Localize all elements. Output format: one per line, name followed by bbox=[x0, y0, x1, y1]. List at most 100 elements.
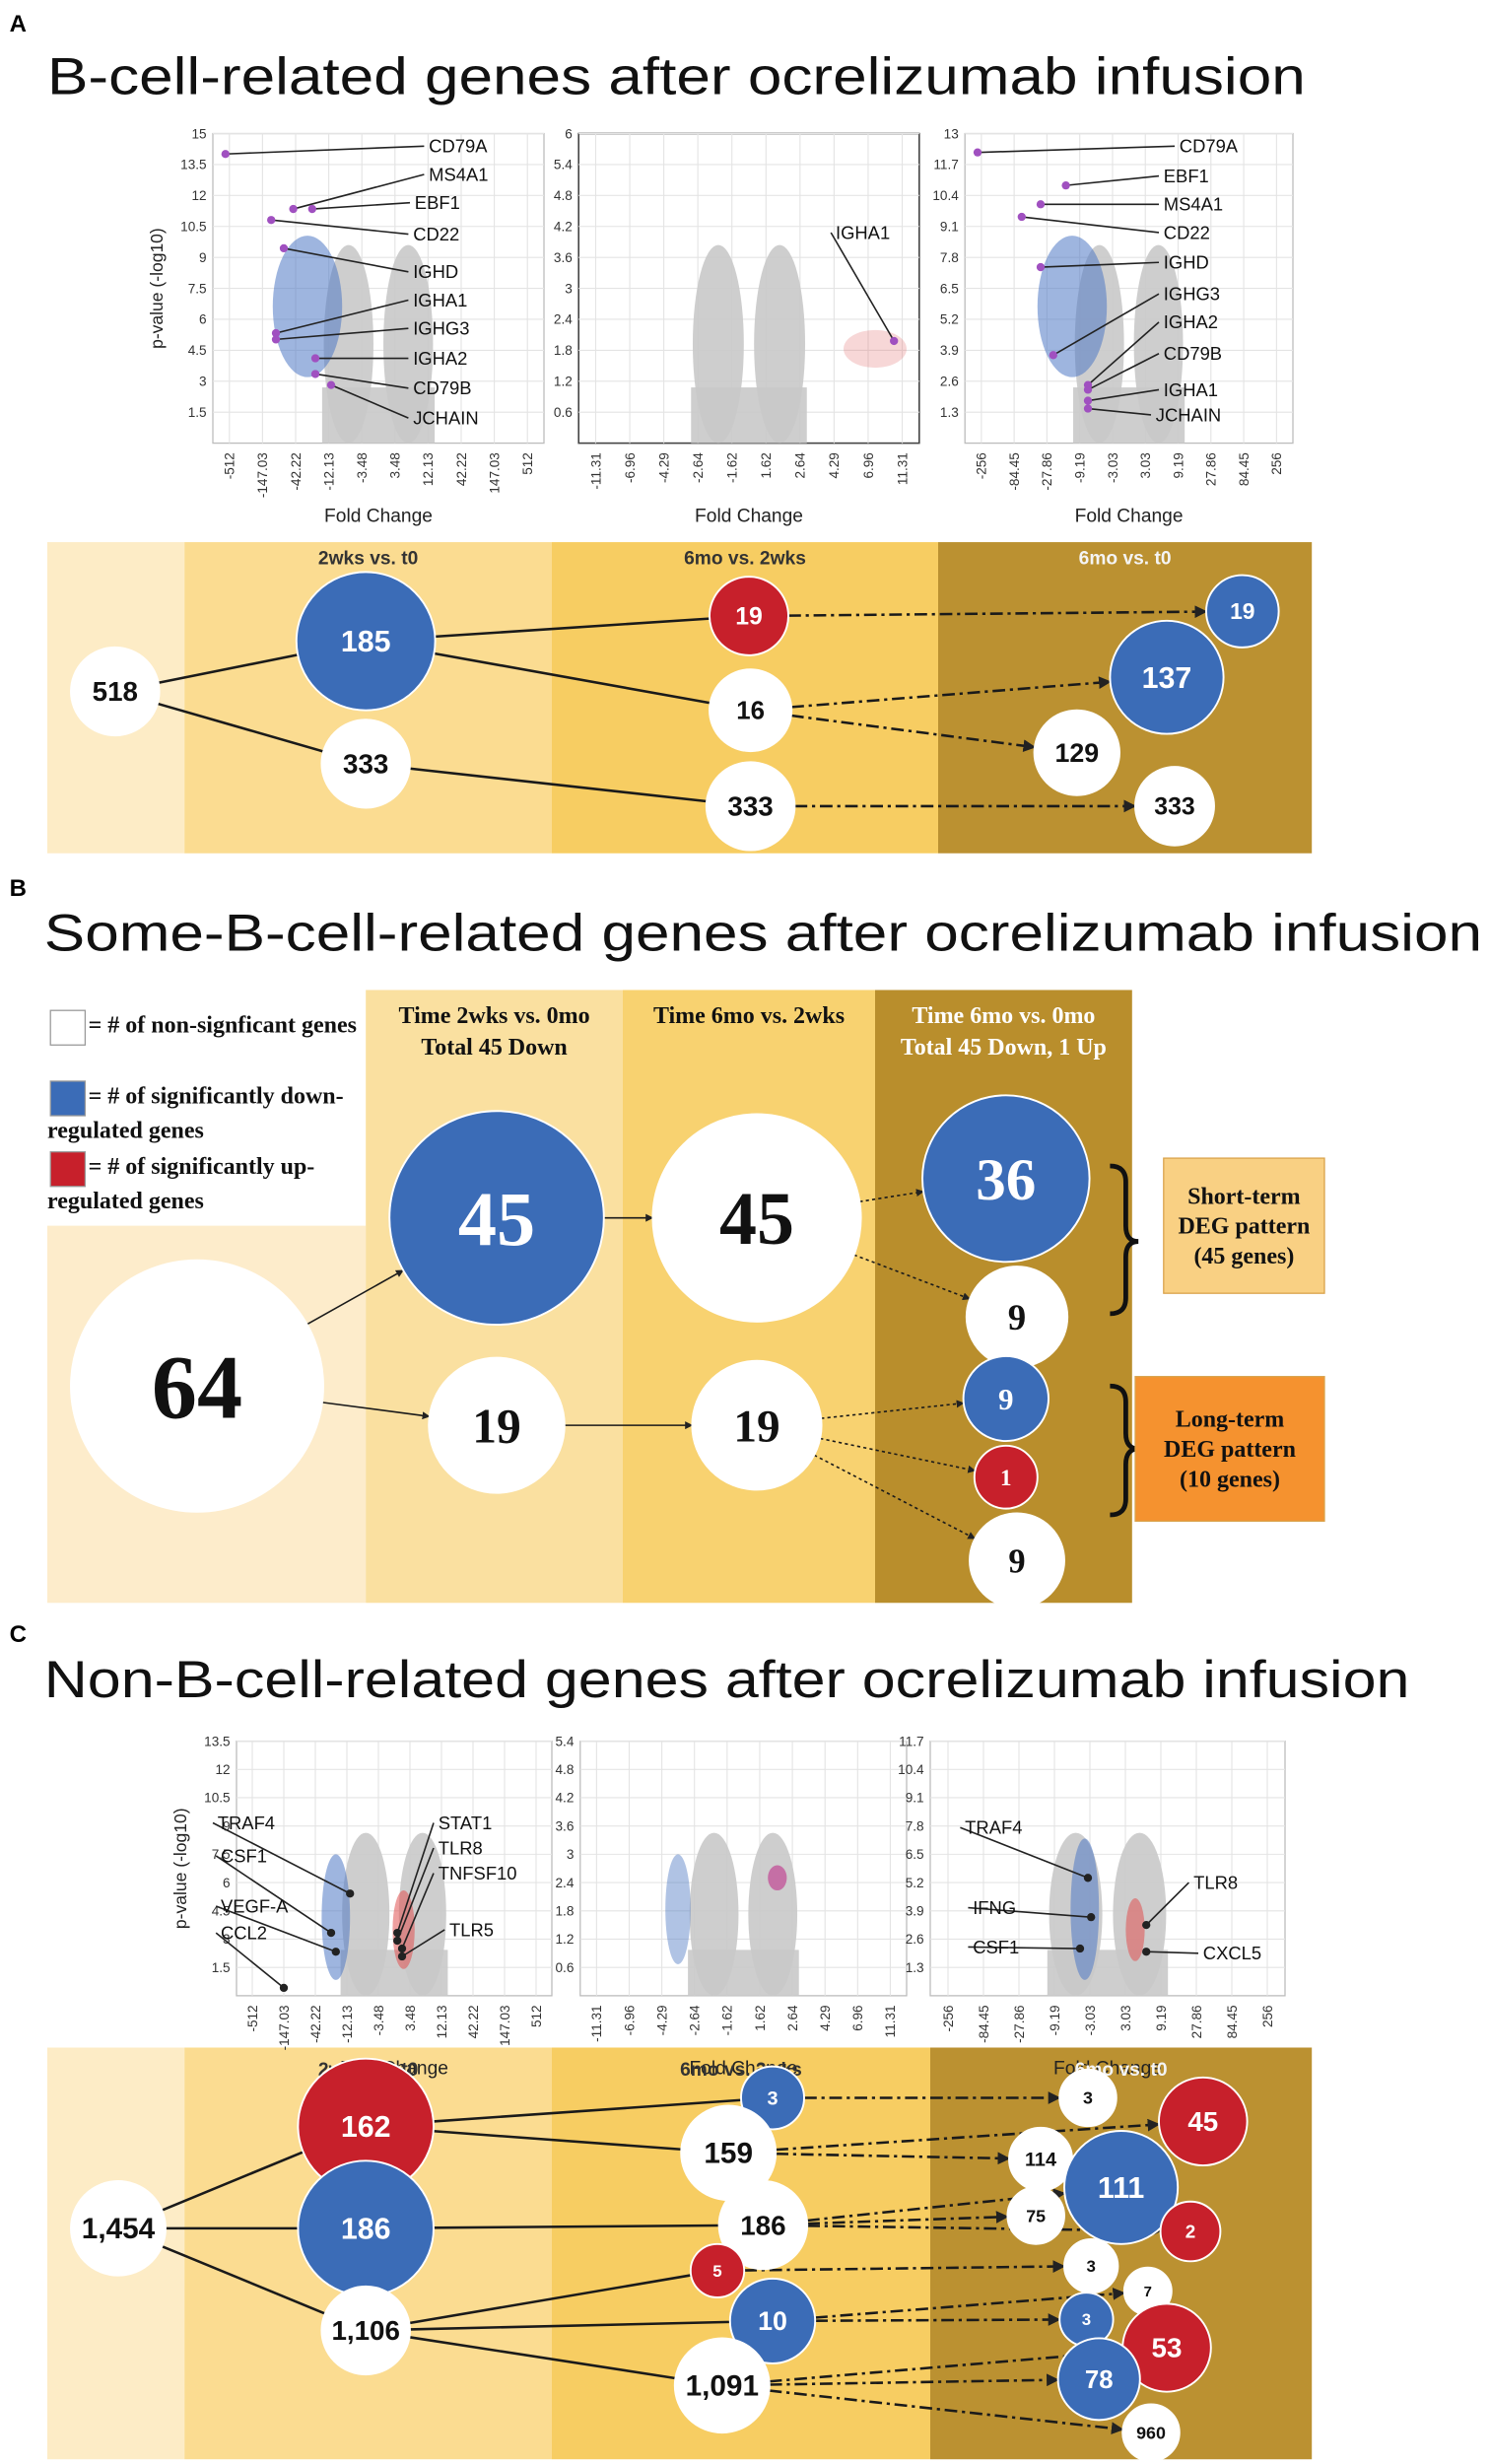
y-tick-label: 2.4 bbox=[556, 1876, 575, 1890]
gene-leader bbox=[1040, 261, 1160, 268]
y-tick-label: 7.8 bbox=[906, 1818, 924, 1833]
x-tick-label: 3.03 bbox=[1138, 452, 1153, 478]
x-tick-label: 11.31 bbox=[883, 2005, 898, 2037]
flow-edge bbox=[813, 1454, 977, 1540]
gene-point bbox=[326, 380, 336, 389]
flow-edge bbox=[859, 1189, 924, 1202]
flow-header: 6mo vs. t0 bbox=[1079, 548, 1172, 569]
flow-node bbox=[705, 761, 796, 852]
x-tick-label: -3.48 bbox=[372, 2005, 386, 2035]
gene-label: STAT1 bbox=[439, 1813, 493, 1833]
x-tick-label: 6.96 bbox=[850, 2005, 865, 2030]
gene-label: IGHG3 bbox=[413, 318, 469, 339]
gene-leader bbox=[830, 232, 895, 342]
point-cluster bbox=[844, 329, 907, 369]
y-tick-label: 12 bbox=[191, 188, 206, 203]
point-cloud bbox=[340, 1950, 448, 1996]
y-tick-label: 4.5 bbox=[188, 343, 207, 358]
gene-point bbox=[1083, 1874, 1093, 1882]
y-tick-label: 6 bbox=[223, 1876, 231, 1890]
gene-point bbox=[1142, 1948, 1151, 1956]
gene-point bbox=[1142, 1920, 1151, 1930]
y-tick-label: 0.6 bbox=[554, 405, 573, 420]
gene-label: CXCL5 bbox=[1203, 1943, 1261, 1963]
y-tick-label: 13.5 bbox=[204, 1734, 230, 1748]
flow-node bbox=[717, 2180, 809, 2271]
gene-point bbox=[890, 336, 899, 346]
flow-node bbox=[1058, 2068, 1118, 2128]
y-tick-label: 2.4 bbox=[554, 312, 573, 327]
gene-leader bbox=[1146, 1951, 1199, 1954]
x-tick-label: -42.22 bbox=[308, 2005, 323, 2042]
flow-header: 2wks vs. t0 bbox=[318, 548, 418, 569]
pattern-text: (45 genes) bbox=[1193, 1244, 1294, 1269]
node-label: 333 bbox=[727, 791, 773, 822]
x-tick-label: -11.31 bbox=[588, 452, 603, 489]
y-tick-label: 4.2 bbox=[556, 1791, 575, 1806]
flow-edge bbox=[790, 676, 1112, 709]
gene-label: MS4A1 bbox=[429, 164, 488, 184]
node-label: 7 bbox=[1144, 2285, 1152, 2300]
gene-label: VEGF-A bbox=[221, 1895, 289, 1916]
x-tick-label: -256 bbox=[941, 2005, 956, 2031]
x-tick-label: 27.86 bbox=[1204, 452, 1219, 486]
gene-leader bbox=[275, 299, 409, 334]
gene-point bbox=[1083, 396, 1093, 405]
node-label: 64 bbox=[152, 1337, 242, 1438]
gene-label: CSF1 bbox=[973, 1937, 1019, 1957]
point-cluster bbox=[665, 1854, 691, 1964]
node-label: 3 bbox=[1087, 2257, 1096, 2276]
gene-leader bbox=[283, 247, 409, 273]
bracket bbox=[1110, 1163, 1139, 1317]
panel-letter: C bbox=[10, 1621, 27, 1648]
gene-point bbox=[326, 1928, 336, 1938]
y-tick-label: 6.5 bbox=[906, 1847, 924, 1862]
gene-point bbox=[973, 148, 982, 157]
y-tick-label: 9 bbox=[223, 1818, 231, 1833]
gene-point bbox=[1036, 200, 1046, 209]
x-tick-label: 12.13 bbox=[435, 2005, 449, 2038]
node-label: 129 bbox=[1054, 738, 1099, 768]
gene-label: IGHA1 bbox=[413, 290, 467, 310]
gene-leader bbox=[311, 201, 411, 210]
flow-node bbox=[388, 1110, 605, 1327]
gene-point bbox=[397, 1951, 407, 1961]
node-label: 19 bbox=[735, 604, 763, 631]
flow-edge bbox=[433, 2129, 682, 2152]
point-cluster bbox=[1037, 236, 1108, 377]
legend-swatch bbox=[49, 1080, 87, 1117]
flow-header: Time 6mo vs. 2wks bbox=[653, 1003, 845, 1029]
point-cluster bbox=[768, 1865, 787, 1891]
flow-header: 6mo vs. 2wks bbox=[684, 548, 806, 569]
flow-node bbox=[673, 2337, 771, 2434]
gene-label: IGHD bbox=[413, 261, 458, 282]
flow-node bbox=[70, 646, 161, 737]
y-tick-label: 10.5 bbox=[180, 220, 206, 235]
node-label: 45 bbox=[719, 1178, 794, 1261]
flow-node bbox=[70, 1259, 324, 1513]
point-cloud bbox=[691, 387, 807, 444]
y-tick-label: 5.4 bbox=[556, 1734, 575, 1748]
flow-header: Total 45 Down, 1 Up bbox=[901, 1035, 1107, 1061]
x-tick-label: -6.96 bbox=[623, 452, 638, 483]
flow-header: Time 6mo vs. 0mo bbox=[912, 1003, 1095, 1029]
gene-point bbox=[1017, 212, 1026, 222]
flow-node bbox=[1158, 2076, 1249, 2167]
y-tick-label: 7.5 bbox=[188, 281, 207, 296]
gene-label: EBF1 bbox=[1164, 166, 1209, 186]
x-tick-label: 42.22 bbox=[454, 452, 469, 486]
flow-edge bbox=[409, 2336, 676, 2380]
y-tick-label: 1.2 bbox=[554, 375, 573, 389]
y-tick-label: 1.3 bbox=[906, 1960, 924, 1975]
x-tick-label: -3.48 bbox=[355, 452, 370, 483]
gene-leader bbox=[1087, 388, 1160, 402]
panel-letter: A bbox=[10, 11, 27, 37]
y-tick-label: 10.5 bbox=[204, 1791, 230, 1806]
gene-label: IGHA2 bbox=[413, 348, 467, 369]
gene-point bbox=[1049, 351, 1057, 360]
pattern-box bbox=[1163, 1157, 1325, 1294]
y-tick-label: 4.2 bbox=[554, 220, 573, 235]
gene-point bbox=[307, 204, 316, 214]
flow-edge bbox=[769, 2373, 1059, 2387]
x-tick-label: -147.03 bbox=[277, 2005, 292, 2050]
